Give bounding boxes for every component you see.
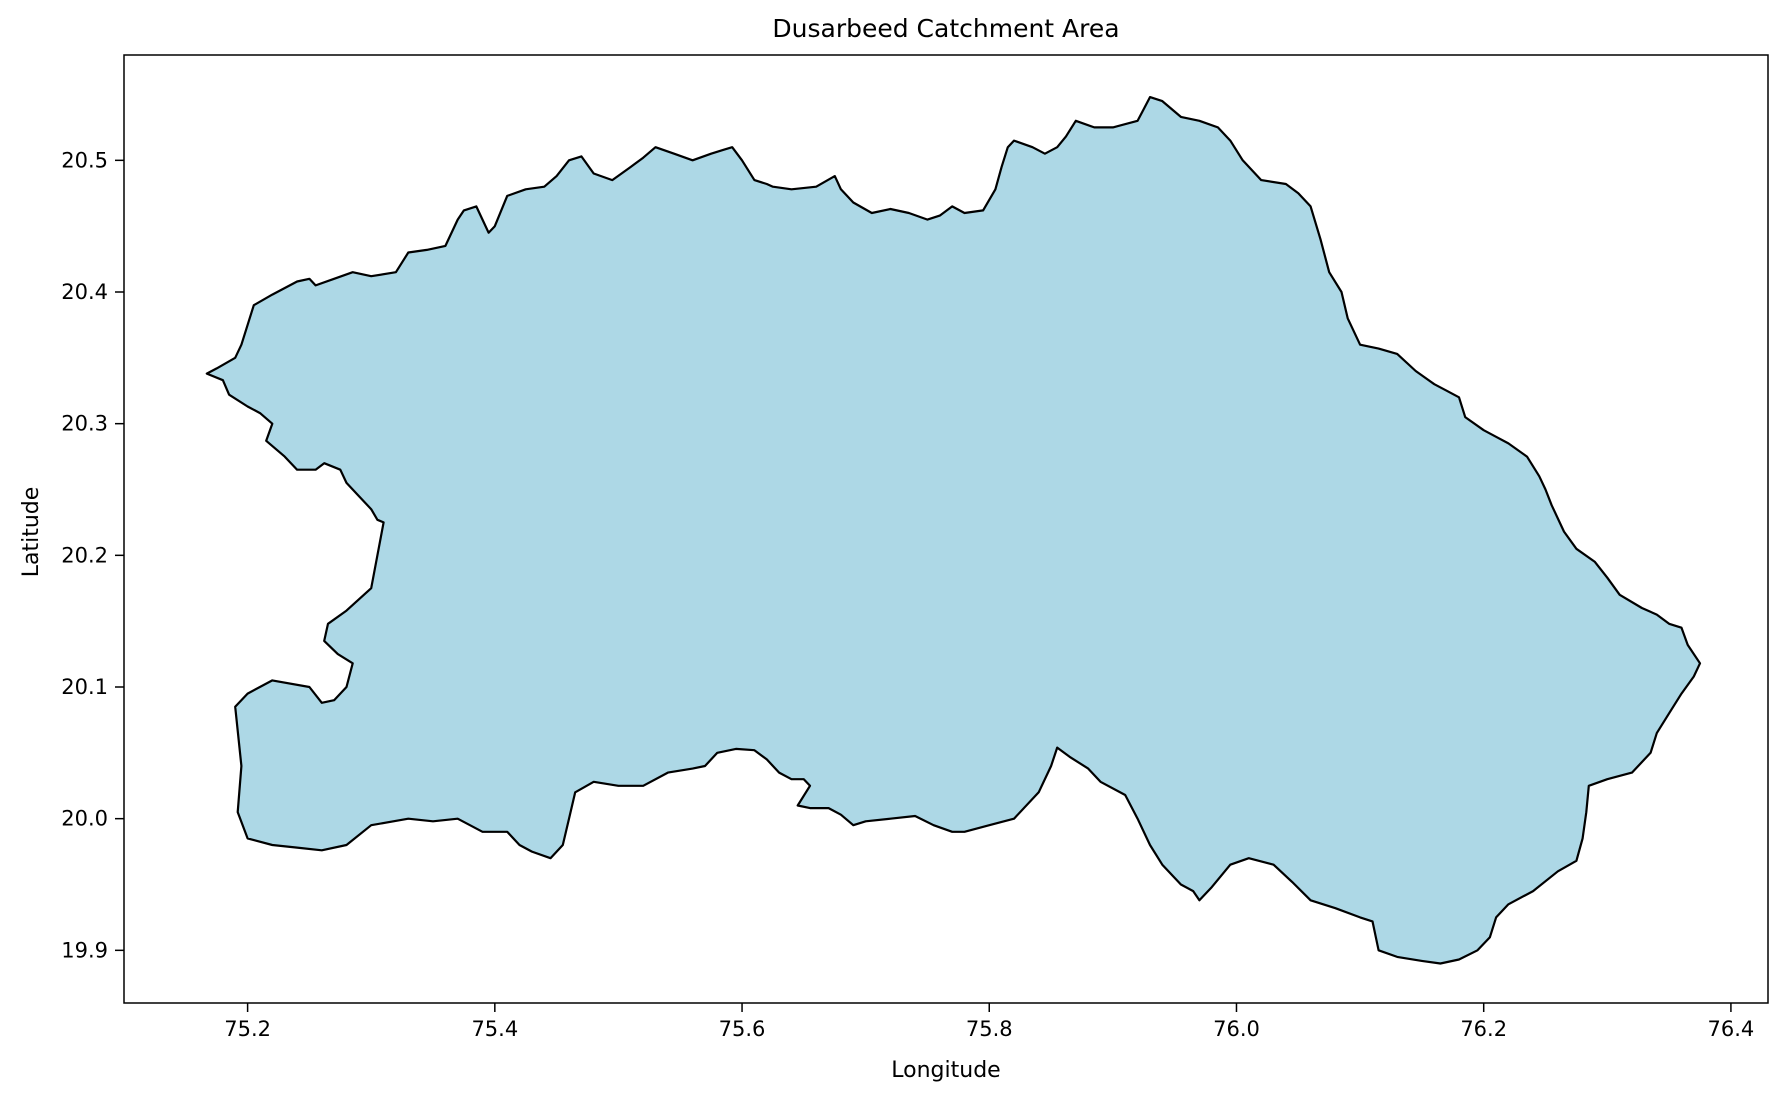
y-tick-label: 20.1: [61, 675, 108, 699]
y-axis-ticks: 19.9 20.0 20.1 20.2 20.3 20.4 20.5: [61, 148, 124, 962]
x-tick-label: 76.2: [1460, 1017, 1507, 1041]
y-axis-label: Latitude: [19, 487, 44, 578]
plot-area: [123, 54, 1769, 1004]
x-tick-label: 75.4: [471, 1017, 518, 1041]
y-tick-label: 20.2: [61, 543, 108, 567]
y-tick-label: 20.4: [61, 280, 108, 304]
y-tick-label: 19.9: [61, 938, 108, 962]
x-tick-label: 76.0: [1213, 1017, 1260, 1041]
x-tick-label: 76.4: [1708, 1017, 1755, 1041]
x-axis-ticks: 75.2 75.4 75.6 75.8 76.0 76.2 76.4: [224, 1003, 1754, 1041]
x-tick-label: 75.8: [966, 1017, 1013, 1041]
y-tick-label: 20.5: [61, 148, 108, 172]
map-title: Dusarbeed Catchment Area: [772, 14, 1119, 43]
x-tick-label: 75.2: [224, 1017, 271, 1041]
axes-frame: [123, 54, 1769, 1004]
catchment-area-polygon: [205, 96, 1702, 965]
y-tick-label: 20.0: [61, 807, 108, 831]
x-axis-label: Longitude: [891, 1058, 1000, 1083]
y-tick-label: 20.3: [61, 412, 108, 436]
x-tick-label: 75.6: [719, 1017, 766, 1041]
